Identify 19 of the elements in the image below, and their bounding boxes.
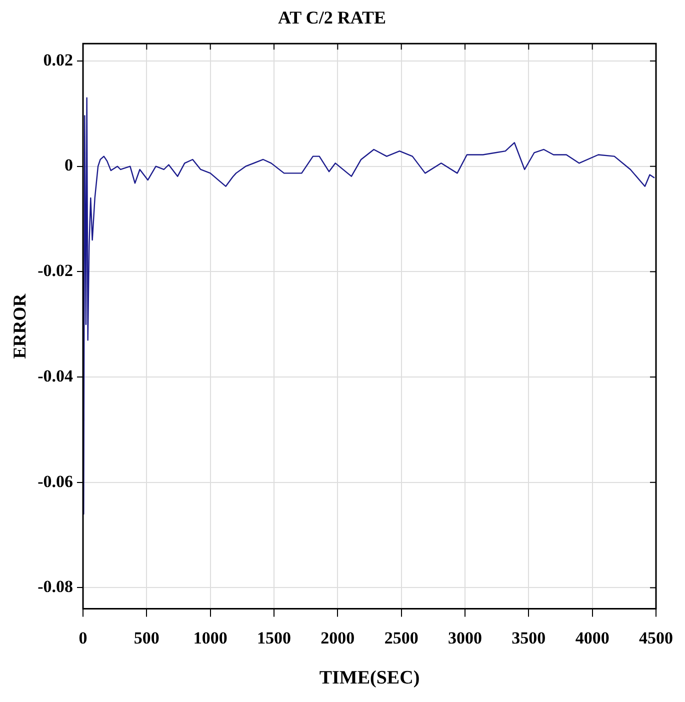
x-tick-label: 4500 bbox=[639, 628, 673, 648]
x-tick-label: 3000 bbox=[448, 628, 482, 648]
chart-title: AT C/2 RATE bbox=[278, 7, 386, 28]
x-tick-label: 1500 bbox=[257, 628, 292, 648]
y-tick-label: 0.02 bbox=[43, 50, 74, 70]
x-axis-title: TIME(SEC) bbox=[319, 668, 420, 689]
y-tick-label: -0.08 bbox=[38, 577, 74, 596]
x-tick-label: 3500 bbox=[512, 628, 546, 648]
x-tick-label: 0 bbox=[78, 628, 88, 648]
x-tick-label: 2500 bbox=[384, 628, 418, 648]
x-tick-label: 1000 bbox=[193, 628, 228, 648]
y-tick-label: -0.02 bbox=[38, 261, 74, 280]
y-tick-label: -0.04 bbox=[38, 366, 74, 386]
x-tick-label: 2000 bbox=[320, 628, 355, 648]
y-axis-title: ERROR bbox=[9, 292, 30, 359]
y-tick-label: -0.06 bbox=[38, 472, 74, 491]
x-tick-label: 500 bbox=[134, 628, 160, 648]
y-tick-label: 0 bbox=[64, 156, 74, 175]
x-tick-label: 4000 bbox=[575, 628, 610, 648]
